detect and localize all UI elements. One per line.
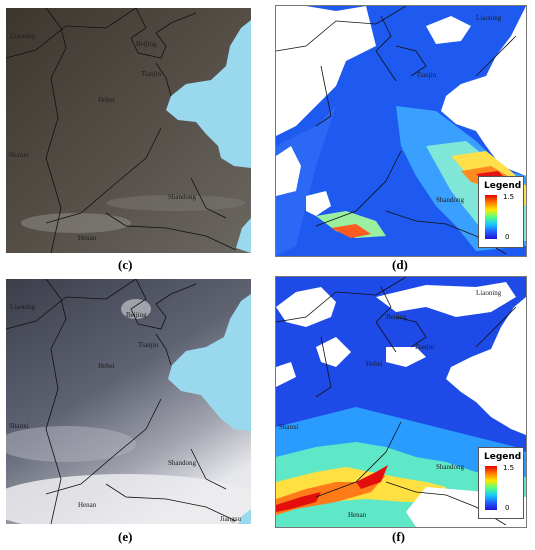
place-tianjin: Tianjin bbox=[416, 71, 436, 79]
legend-max: 1.5 bbox=[503, 464, 515, 472]
place-shanxi: Shanxi bbox=[279, 423, 299, 431]
place-henan: Henan bbox=[78, 234, 97, 242]
place-hebei: Hebei bbox=[366, 360, 383, 368]
place-beijing: Beijing bbox=[386, 313, 407, 321]
place-beijing: Beijing bbox=[126, 311, 147, 319]
place-shandong: Shandong bbox=[436, 196, 464, 204]
place-hebei: Hebei bbox=[98, 96, 115, 104]
place-shanxi: Shanxi bbox=[9, 422, 29, 430]
legend-min: 0 bbox=[505, 233, 510, 241]
legend-f: Legend 1.5 0 bbox=[478, 447, 524, 519]
place-liaoning: Liaoning bbox=[10, 303, 36, 311]
map-panel-d: Liaoning Tianjin Shandong Legend 1.5 0 bbox=[275, 5, 527, 257]
place-shandong: Shandong bbox=[168, 459, 196, 467]
colorbar bbox=[485, 195, 497, 239]
place-tianjin: Tianjin bbox=[414, 343, 434, 351]
legend-min: 0 bbox=[505, 504, 510, 512]
legend-title: Legend bbox=[484, 452, 522, 462]
map-panel-f: Liaoning Beijing Tianjin Hebei Shanxi Sh… bbox=[275, 276, 527, 528]
place-tianjin: Tianjin bbox=[141, 70, 161, 78]
map-panel-c: Liaoning Beijing Tianjin Hebei Shanxi Sh… bbox=[6, 8, 251, 253]
panel-caption-c: (c) bbox=[118, 257, 133, 272]
place-tianjin: Tianjin bbox=[138, 341, 158, 349]
place-liaoning: Liaoning bbox=[476, 289, 502, 297]
place-liaoning: Liaoning bbox=[476, 14, 502, 22]
legend-d: Legend 1.5 0 bbox=[478, 176, 524, 248]
true-color-image-e bbox=[6, 279, 251, 524]
map-panel-e: Liaoning Beijing Tianjin Hebei Shanxi Sh… bbox=[6, 279, 251, 524]
place-jiangsu: Jiangsu bbox=[220, 515, 241, 523]
place-beijing: Beijing bbox=[136, 40, 157, 48]
legend-max: 1.5 bbox=[503, 193, 515, 201]
panel-caption-e: (e) bbox=[118, 529, 133, 544]
sea-c-south bbox=[236, 218, 251, 253]
true-color-image-c bbox=[6, 8, 251, 253]
place-henan: Henan bbox=[78, 501, 97, 509]
panel-caption-d: (d) bbox=[392, 257, 408, 272]
place-liaoning: Liaoning bbox=[10, 32, 36, 40]
sea-c bbox=[166, 20, 251, 168]
sea-e bbox=[168, 294, 251, 431]
colorbar bbox=[485, 466, 497, 510]
place-shanxi: Shanxi bbox=[9, 151, 29, 159]
place-shandong: Shandong bbox=[168, 193, 196, 201]
legend-title: Legend bbox=[484, 181, 522, 191]
panel-caption-f: (f) bbox=[392, 529, 405, 544]
place-henan: Henan bbox=[348, 511, 367, 519]
place-hebei: Hebei bbox=[98, 362, 115, 370]
place-shandong: Shandong bbox=[436, 463, 464, 471]
